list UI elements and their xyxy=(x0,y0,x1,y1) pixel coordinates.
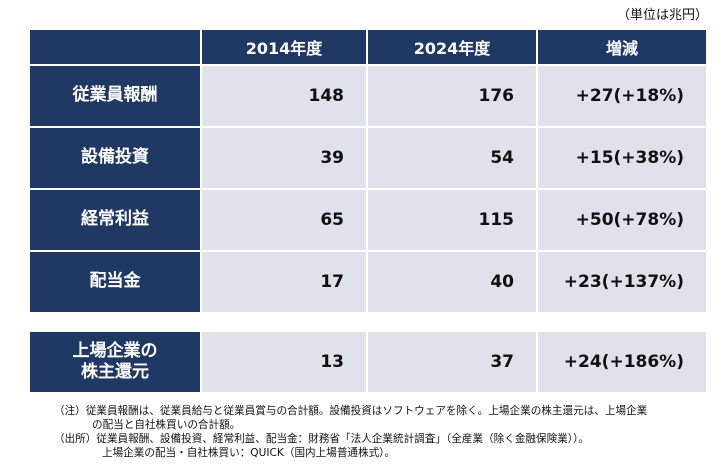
header-2024: 2024年度 xyxy=(368,30,536,64)
source-line: 上場企業の配当・自社株買い：QUICK（国内上場普通株式）。 xyxy=(102,447,396,459)
header-2014: 2014年度 xyxy=(202,30,366,64)
table-row: 設備投資 39 54 +15(+38%) xyxy=(30,128,706,188)
note-line: （注）従業員報酬は、従業員給与と従業員賞与の合計額。設備投資はソフトウェアを除く… xyxy=(54,405,648,417)
footnotes: （注）従業員報酬は、従業員給与と従業員賞与の合計額。設備投資はソフトウェアを除く… xyxy=(54,404,714,460)
value-change: +24(+186%) xyxy=(538,332,706,392)
value-2014: 13 xyxy=(202,332,366,392)
table-gap xyxy=(30,314,706,332)
value-2024: 115 xyxy=(368,190,536,250)
comparison-table: 2014年度 2024年度 増減 従業員報酬 148 176 +27(+18%)… xyxy=(30,30,706,394)
value-2014: 39 xyxy=(202,128,366,188)
row-label: 設備投資 xyxy=(30,128,200,188)
note-line: の配当と自社株買いの合計額。 xyxy=(92,419,241,431)
row-label: 従業員報酬 xyxy=(30,66,200,126)
table-row: 経常利益 65 115 +50(+78%) xyxy=(30,190,706,250)
row-label: 配当金 xyxy=(30,252,200,312)
value-change: +15(+38%) xyxy=(538,128,706,188)
value-2014: 17 xyxy=(202,252,366,312)
header-change: 増減 xyxy=(538,30,706,64)
row-label-line1: 上場企業の xyxy=(72,340,158,361)
unit-label: （単位は兆円） xyxy=(616,8,708,23)
value-change: +23(+137%) xyxy=(538,252,706,312)
value-2014: 65 xyxy=(202,190,366,250)
value-change: +27(+18%) xyxy=(538,66,706,126)
value-2024: 37 xyxy=(368,332,536,392)
row-label: 経常利益 xyxy=(30,190,200,250)
value-2024: 40 xyxy=(368,252,536,312)
table-row: 従業員報酬 148 176 +27(+18%) xyxy=(30,66,706,126)
value-change: +50(+78%) xyxy=(538,190,706,250)
table-row: 配当金 17 40 +23(+137%) xyxy=(30,252,706,312)
value-2014: 148 xyxy=(202,66,366,126)
value-2024: 54 xyxy=(368,128,536,188)
row-label-line2: 株主還元 xyxy=(81,362,149,382)
row-label: 上場企業の 株主還元 xyxy=(30,332,200,392)
value-2024: 176 xyxy=(368,66,536,126)
source-line: （出所）従業員報酬、設備投資、経常利益、配当金：財務省「法人企業統計調査」（全産… xyxy=(54,433,589,445)
shareholder-return-row: 上場企業の 株主還元 13 37 +24(+186%) xyxy=(30,332,706,392)
header-corner-cell xyxy=(30,30,200,64)
table-header-row: 2014年度 2024年度 増減 xyxy=(30,30,706,64)
